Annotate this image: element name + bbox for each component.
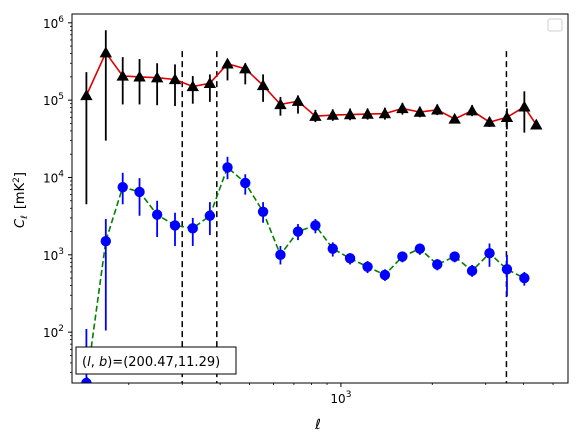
series-0-point bbox=[343, 108, 357, 120]
series-0-point bbox=[413, 105, 427, 117]
plot-frame bbox=[71, 13, 569, 384]
x-axis-label: ℓ bbox=[314, 417, 321, 433]
series-0-point bbox=[396, 102, 409, 114]
series-0-point bbox=[186, 80, 199, 92]
axes-layer: 102 103 104 105 106 103 bbox=[43, 15, 554, 406]
series-0-point bbox=[483, 115, 496, 127]
series-0-point bbox=[448, 112, 461, 124]
series-0-point bbox=[465, 104, 479, 116]
series-1-point bbox=[151, 209, 163, 220]
series-0-point bbox=[274, 98, 287, 110]
series-1-point bbox=[397, 251, 408, 262]
series-1-point bbox=[327, 243, 338, 254]
series-0-point bbox=[530, 118, 543, 130]
series-0-point bbox=[150, 71, 164, 83]
series-1-point bbox=[275, 249, 286, 261]
series-1-point bbox=[501, 264, 513, 275]
series-0-point bbox=[256, 79, 270, 91]
svg-text:(l, b)=(200.47,11.29): (l, b)=(200.47,11.29) bbox=[82, 355, 220, 370]
series-1-point bbox=[484, 247, 495, 259]
plot-area bbox=[72, 14, 568, 383]
y-tick-label: 102 bbox=[43, 324, 64, 340]
series-1-point bbox=[362, 261, 373, 272]
series-1-point bbox=[466, 265, 478, 277]
y-tick-label: 106 bbox=[43, 15, 64, 31]
series-1-point bbox=[169, 220, 181, 231]
series-1-point bbox=[449, 251, 460, 262]
series-0-point bbox=[116, 69, 129, 81]
vertical-reference-lines bbox=[181, 51, 508, 383]
series-0-point bbox=[326, 108, 339, 120]
series-0-point bbox=[378, 107, 392, 119]
series-1-point bbox=[519, 272, 530, 284]
y-tick-label: 105 bbox=[43, 92, 64, 108]
series-0-point bbox=[518, 100, 531, 112]
y-axis-label: Cℓ[mK2] bbox=[12, 172, 30, 228]
series-0-point bbox=[221, 57, 234, 69]
series-1-point bbox=[240, 177, 251, 189]
annotation-box: (l, b)=(200.47,11.29) bbox=[75, 346, 237, 375]
series-1-point bbox=[414, 243, 426, 254]
series-0-point bbox=[99, 46, 113, 58]
series-0-point bbox=[291, 94, 305, 106]
series-1-point bbox=[310, 220, 321, 231]
series-1-point bbox=[222, 162, 233, 173]
series-1-point bbox=[432, 259, 443, 270]
series-1-point bbox=[134, 186, 145, 198]
x-tick-label: 103 bbox=[330, 390, 351, 406]
y-tick-label: 104 bbox=[43, 169, 64, 185]
series-1-point bbox=[257, 206, 269, 217]
legend-box bbox=[547, 18, 563, 32]
series-1-point bbox=[187, 223, 198, 234]
series-0-point bbox=[500, 111, 514, 122]
series-1-point bbox=[344, 253, 356, 264]
series-1-point bbox=[204, 210, 216, 221]
series-1-point bbox=[100, 235, 112, 247]
series-0-point bbox=[431, 103, 444, 115]
series-0-point bbox=[361, 107, 374, 119]
series-1-point bbox=[292, 226, 304, 237]
series-layer bbox=[80, 30, 543, 383]
series-0-point bbox=[80, 89, 93, 101]
series-1-point bbox=[117, 181, 128, 193]
series-0-point bbox=[309, 110, 322, 121]
y-tick-label: 103 bbox=[43, 247, 64, 263]
series-1-point bbox=[379, 269, 391, 281]
series-0-point bbox=[133, 70, 146, 82]
series-0-point bbox=[239, 62, 252, 74]
series-1-point bbox=[81, 377, 92, 383]
series-0-point bbox=[168, 73, 182, 85]
series-0-point bbox=[203, 77, 217, 88]
